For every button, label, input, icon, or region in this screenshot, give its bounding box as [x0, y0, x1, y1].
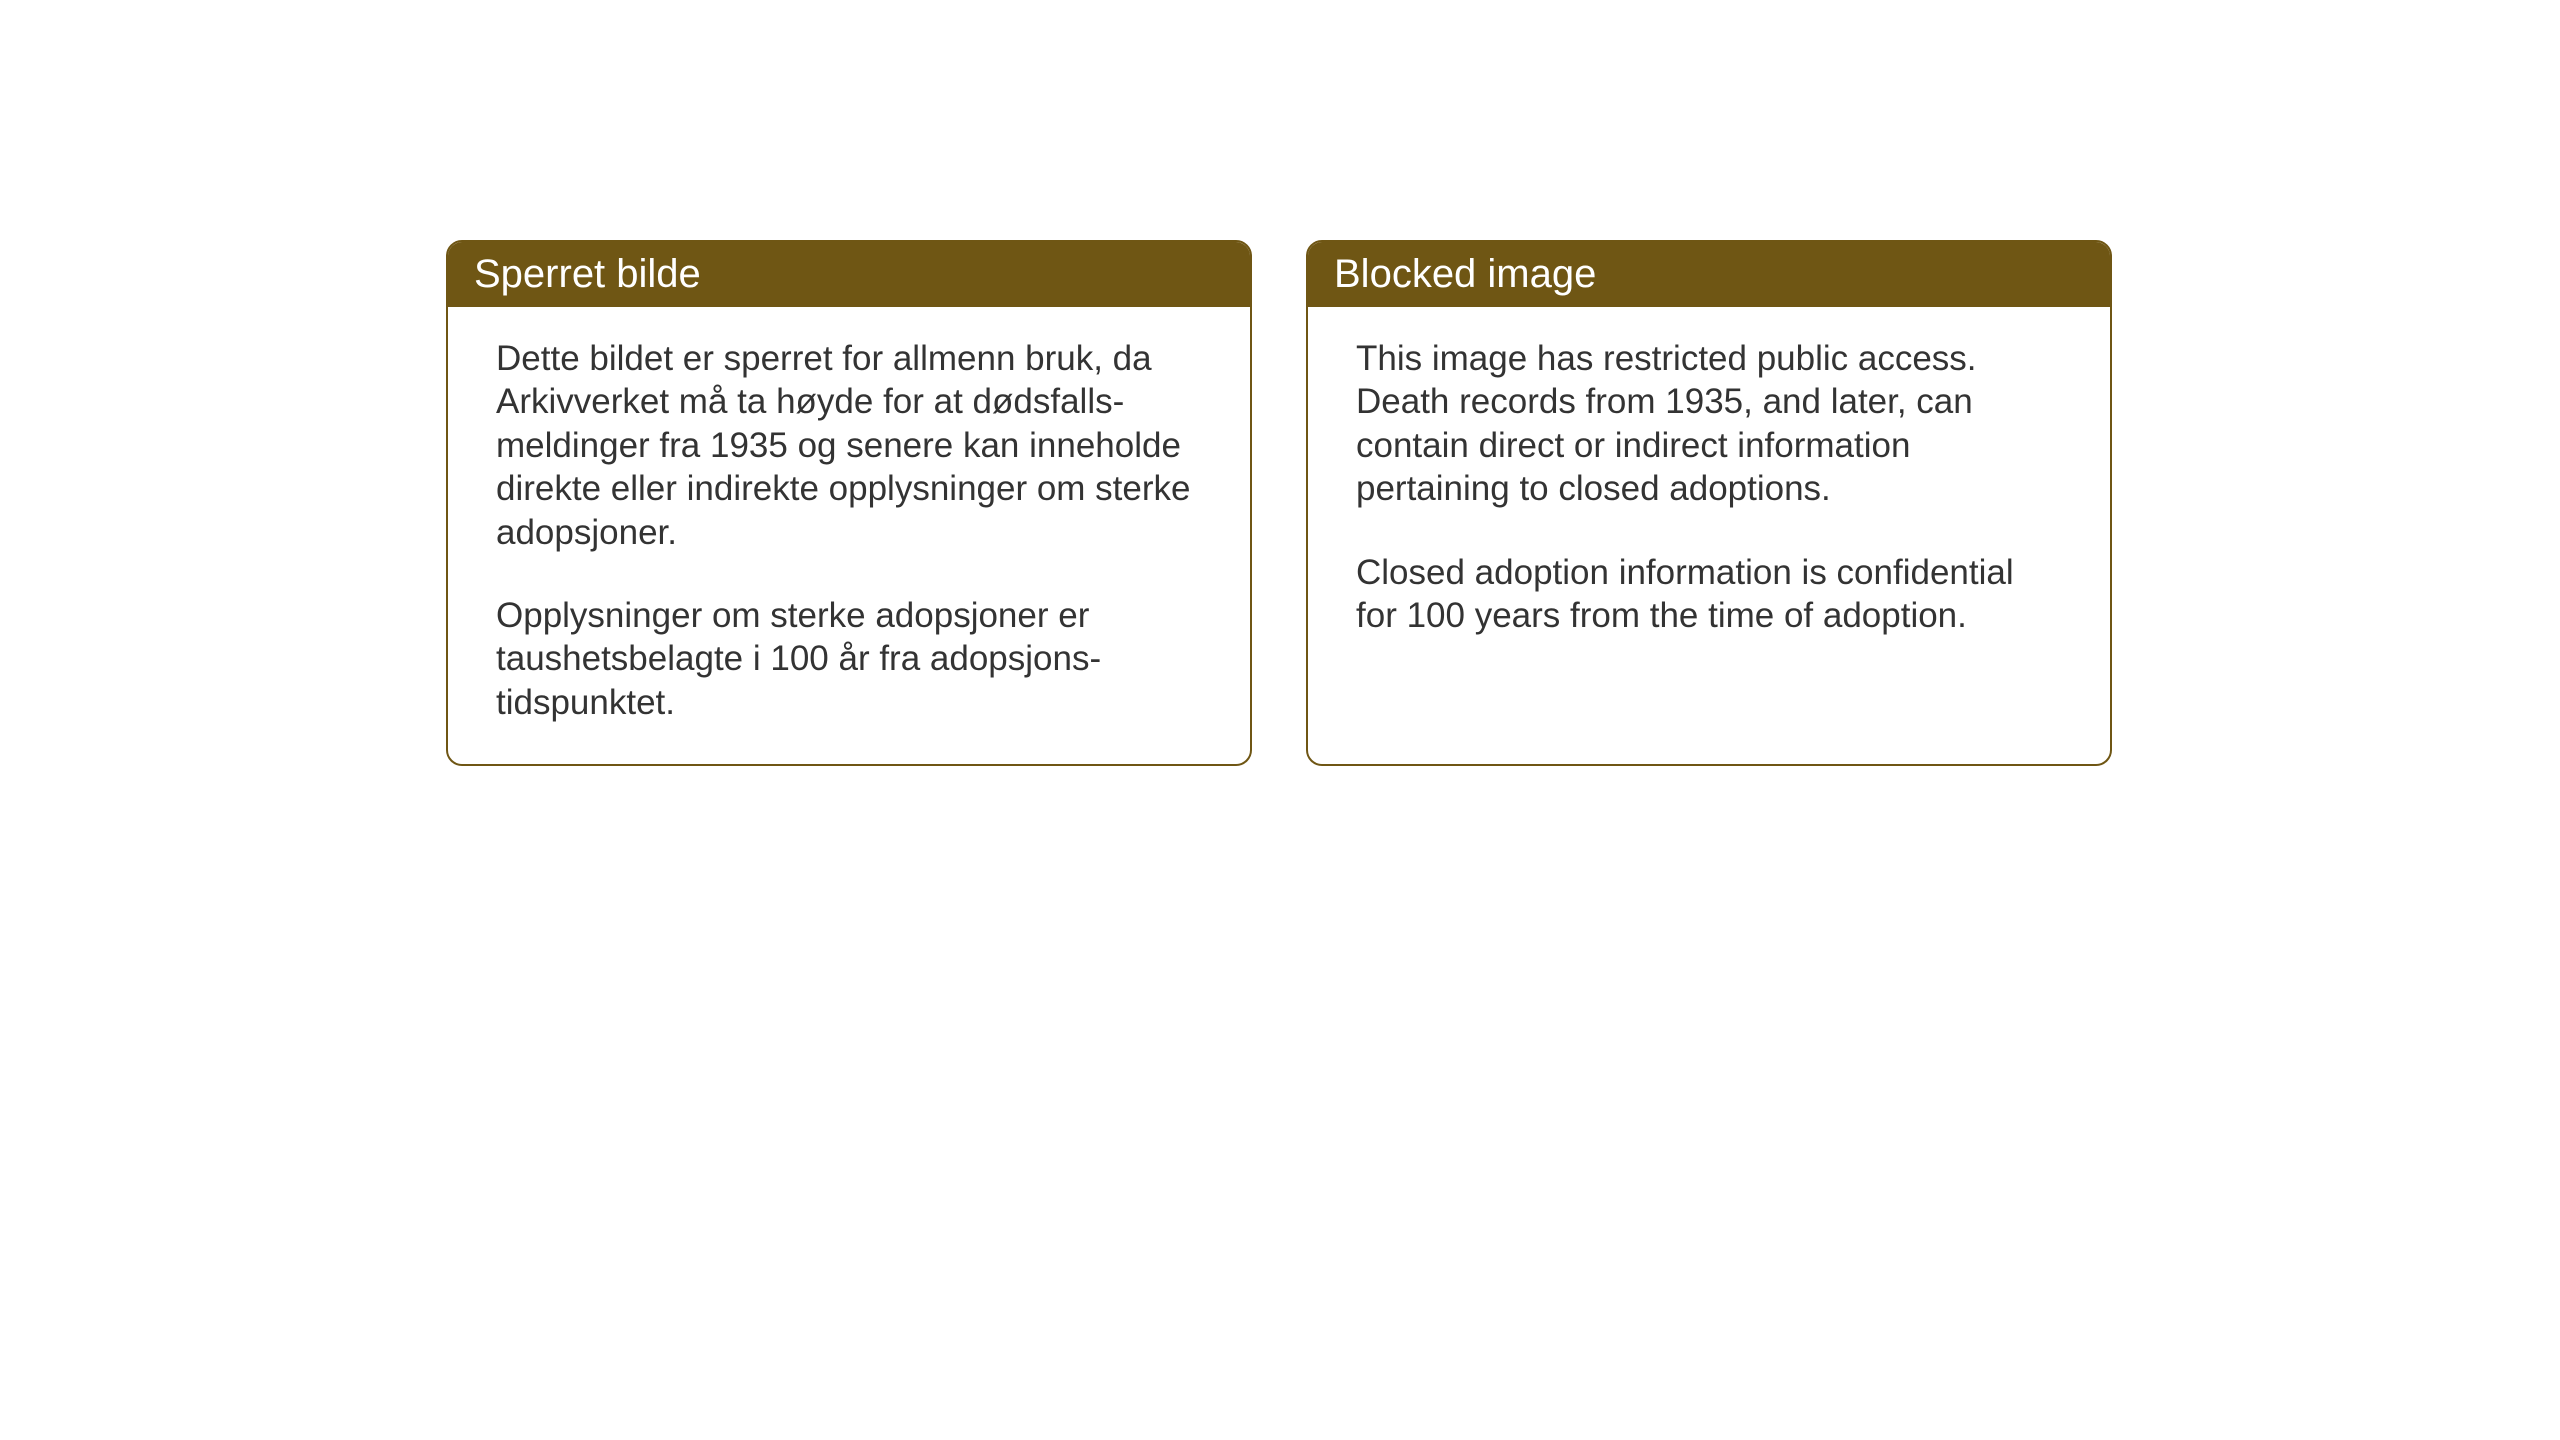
- card-body-english: This image has restricted public access.…: [1308, 307, 2110, 747]
- card-norwegian: Sperret bilde Dette bildet er sperret fo…: [446, 240, 1252, 766]
- card-header-norwegian: Sperret bilde: [448, 242, 1250, 307]
- cards-container: Sperret bilde Dette bildet er sperret fo…: [0, 0, 2560, 766]
- card-paragraph2-english: Closed adoption information is confident…: [1356, 551, 2062, 638]
- card-paragraph1-norwegian: Dette bildet er sperret for allmenn bruk…: [496, 337, 1202, 554]
- card-english: Blocked image This image has restricted …: [1306, 240, 2112, 766]
- card-header-english: Blocked image: [1308, 242, 2110, 307]
- card-paragraph2-norwegian: Opplysninger om sterke adopsjoner er tau…: [496, 594, 1202, 724]
- card-paragraph1-english: This image has restricted public access.…: [1356, 337, 2062, 511]
- card-body-norwegian: Dette bildet er sperret for allmenn bruk…: [448, 307, 1250, 764]
